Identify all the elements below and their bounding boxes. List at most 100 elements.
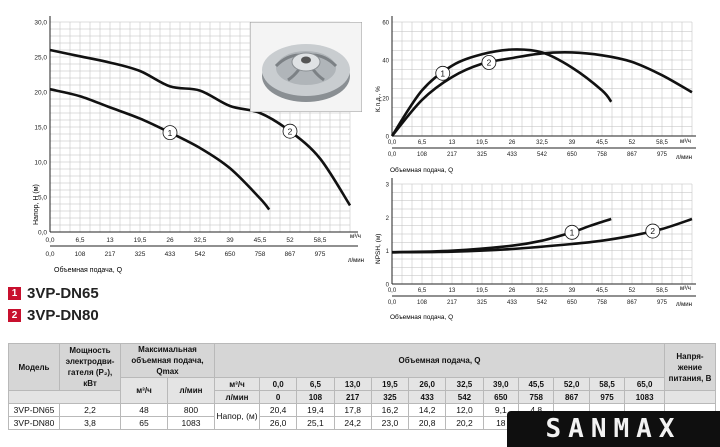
flow-m3-4: 26,0: [408, 377, 447, 391]
npsh-x-tick-label-m3: 26: [509, 288, 516, 294]
head-curve-marker-label-1: 1: [168, 128, 173, 138]
legend-marker-2: 2: [8, 308, 21, 322]
head-0-4: 14,2: [408, 403, 447, 417]
head-y-tick-label: 30,0: [34, 20, 47, 27]
head-x-tick-label-m3: 52: [286, 237, 294, 244]
row-qmax-lmin: 1083: [167, 416, 215, 430]
efficiency-x-unit-top: м³/ч: [680, 139, 691, 145]
head-x-tick-label-lmin: 758: [255, 251, 266, 258]
brand-name: SANMAX: [545, 414, 682, 444]
head-x-tick-label-lmin: 0,0: [45, 251, 54, 258]
model-legend: 1 3VP-DN65 2 3VP-DN80: [8, 282, 99, 326]
npsh-y-tick-label: 2: [386, 216, 390, 222]
head-x-unit-top: м³/ч: [350, 234, 361, 240]
unit-m3: м³/ч: [214, 377, 260, 391]
row-qmax-m3: 48: [120, 403, 168, 417]
efficiency-x-tick-label-lmin: 325: [477, 152, 488, 158]
flow-m3-5: 32,5: [445, 377, 484, 391]
efficiency-curve-marker-label-1: 1: [440, 68, 445, 78]
head-1-1: 25,1: [296, 416, 335, 430]
efficiency-x-tick-label-m3: 6,5: [418, 140, 427, 146]
head-x-tick-label-m3: 32,5: [194, 237, 207, 244]
head-x-tick-label-lmin: 542: [195, 251, 206, 258]
npsh-y-label: NPSH, (м): [375, 234, 382, 264]
head-x-tick-label-m3: 19,5: [134, 237, 147, 244]
npsh-axis-labels: 0 1 2 3 0,0 0,0 6,5 108 13 217 19,5 325 26 433 32,5 542…: [386, 183, 669, 307]
flow-m3-8: 52,0: [553, 377, 590, 391]
npsh-x-tick-label-m3: 13: [449, 288, 456, 294]
head-0-1: 19,4: [296, 403, 335, 417]
efficiency-x-tick-label-m3: 58,5: [656, 140, 668, 146]
head-0-3: 16,2: [370, 403, 410, 417]
flow-m3-3: 19,5: [370, 377, 410, 391]
head-curve-marker-2: [282, 123, 298, 139]
head-x-tick-label-lmin: 217: [105, 251, 116, 258]
efficiency-x-tick-label-m3: 26: [509, 140, 516, 146]
head-x-tick-label-m3: 26: [166, 237, 174, 244]
efficiency-x-tick-label-lmin: 433: [507, 152, 518, 158]
efficiency-curve-1: [390, 48, 613, 137]
flow-lmin-10: 1083: [624, 390, 665, 404]
head-x-tick-label-lmin: 867: [285, 251, 296, 258]
flow-m3-2: 13,0: [333, 377, 372, 391]
efficiency-axis-labels: 0 20 40 60 0,0 0,0 6,5 108 13 217 19,5 325 26 433 32,5…: [382, 21, 668, 159]
head-curve-2: [49, 48, 352, 207]
npsh-x-tick-label-lmin: 650: [567, 300, 578, 306]
flow-lmin-9: 975: [588, 390, 626, 404]
head-0-5: 12,0: [445, 403, 484, 417]
npsh-x-tick-label-lmin: 325: [477, 300, 488, 306]
table-subheader-row: м³/ч л/мин м³/ч 0,0 6,5 13,0 19,5 26,0 3…: [9, 377, 716, 404]
efficiency-curves: 12: [390, 48, 693, 137]
flow-lmin-8: 867: [553, 390, 590, 404]
npsh-curve-marker-label-1: 1: [570, 227, 575, 237]
npsh-x-unit-bottom: л/мин: [676, 302, 692, 308]
npsh-curve-marker-label-2: 2: [650, 226, 655, 236]
head-x-tick-label-lmin: 975: [315, 251, 326, 258]
row-model: 3VP-DN80: [8, 416, 60, 430]
flow-m3-9: 58,5: [588, 377, 626, 391]
efficiency-x-tick-label-m3: 19,5: [476, 140, 488, 146]
header-voltage: Напря-жение питания, В: [664, 343, 716, 391]
row-qmax-lmin: 800: [167, 403, 215, 417]
npsh-x-tick-label-lmin: 108: [417, 300, 428, 306]
efficiency-x-unit-bottom: л/мин: [676, 155, 692, 161]
head-y-tick-label: 25,0: [34, 55, 47, 62]
head-x-tick-label-m3: 39: [226, 237, 234, 244]
table-row: 3VP-DN65 2,2 48 800 Напор, (м) 20,4 19,4…: [8, 403, 716, 430]
flow-lmin-0: 0: [258, 390, 298, 404]
npsh-x-tick-label-m3: 32,5: [536, 288, 548, 294]
head-axis-labels: 0,05,010,015,020,025,030,00,00,06,510813…: [34, 20, 326, 259]
efficiency-y-label: К.п.д., %: [375, 86, 382, 112]
legend-item-dn80: 2 3VP-DN80: [8, 304, 99, 326]
head-y-tick-label: 10,0: [34, 160, 47, 167]
efficiency-y-tick-label: 20: [382, 97, 389, 103]
efficiency-x-tick-label-lmin: 758: [597, 152, 608, 158]
npsh-x-tick-label-lmin: 758: [597, 300, 608, 306]
head-x-tick-label-m3: 13: [106, 237, 114, 244]
flow-m3-0: 0,0: [258, 377, 298, 391]
head-x-tick-label-lmin: 433: [165, 251, 176, 258]
blank-model-power: [8, 390, 121, 404]
efficiency-x-tick-label-m3: 52: [629, 140, 636, 146]
efficiency-curve-marker-label-2: 2: [487, 58, 492, 68]
efficiency-x-tick-label-lmin: 217: [447, 152, 458, 158]
efficiency-y-tick-label: 40: [382, 59, 389, 65]
efficiency-curve-2: [391, 50, 693, 137]
head-1-3: 23,0: [370, 416, 410, 430]
flow-m3-7: 45,5: [518, 377, 555, 391]
npsh-x-tick-label-lmin: 0,0: [388, 300, 397, 306]
npsh-x-tick-label-lmin: 975: [657, 300, 668, 306]
head-0-0: 20,4: [258, 403, 298, 417]
flow-m3-1: 6,5: [296, 377, 335, 391]
efficiency-y-tick-label: 60: [382, 21, 389, 27]
legend-label-2: 3VP-DN80: [27, 306, 99, 324]
efficiency-chart: 12 02040600,00,06,51081321719,5325264333…: [375, 16, 696, 174]
flow-lmin-3: 325: [370, 390, 410, 404]
npsh-y-tick-label: 3: [386, 183, 390, 189]
head-x-tick-label-m3: 58,5: [314, 237, 327, 244]
spec-table: Модель Мощность электродви-гателя (P₂), …: [8, 343, 716, 430]
efficiency-x-tick-label-lmin: 0,0: [388, 152, 397, 158]
efficiency-x-tick-label-lmin: 650: [567, 152, 578, 158]
flow-lmin-2: 217: [333, 390, 372, 404]
